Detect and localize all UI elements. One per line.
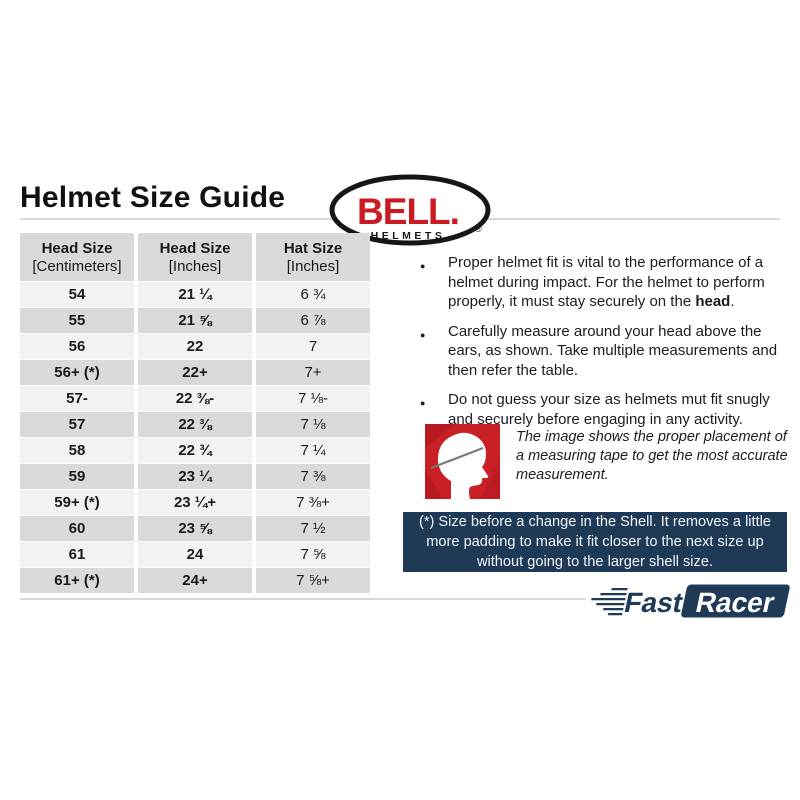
bullet-text: Do not guess your size as helmets mut fi… xyxy=(448,391,770,428)
table-cell: 7 ⅛- xyxy=(256,386,370,411)
table-cell: 59 xyxy=(20,464,134,489)
bell-registered-mark: ® xyxy=(475,224,482,234)
header-unit: [Centimeters] xyxy=(32,257,122,275)
table-cell: 56+ (*) xyxy=(20,360,134,385)
table-cell: 23 ¼+ xyxy=(138,490,252,515)
header-row: Head Size [Centimeters] Head Size [Inche… xyxy=(20,233,370,281)
table-cell: 60 xyxy=(20,516,134,541)
table-cell: 7 ⅜ xyxy=(256,464,370,489)
table-cell: 6 ¾ xyxy=(256,282,370,307)
table-cell: 24+ xyxy=(138,568,252,593)
table-cell: 21 ⅝ xyxy=(138,308,252,333)
table-cell: 22 ⅜ xyxy=(138,412,252,437)
header-label: Head Size xyxy=(41,239,113,257)
table-cell: 24 xyxy=(138,542,252,567)
table-row: 59+ (*) 23 ¼+ 7 ⅜+ xyxy=(20,490,370,515)
fastracer-logo: Fast Racer xyxy=(591,584,790,618)
header-label: Hat Size xyxy=(283,239,343,257)
fit-instructions-list: Proper helmet fit is vital to the perfor… xyxy=(403,253,795,439)
table-cell: 23 ¼ xyxy=(138,464,252,489)
table-cell: 7 ⅝ xyxy=(256,542,370,567)
table-cell: 59+ (*) xyxy=(20,490,134,515)
shading-shape xyxy=(481,458,500,499)
table-cell: 21 ¼ xyxy=(138,282,252,307)
table-cell: 22+ xyxy=(138,360,252,385)
speed-line xyxy=(607,613,623,616)
table-cell: 7 ⅝+ xyxy=(256,568,370,593)
table-cell: 22 xyxy=(138,334,252,359)
speed-line xyxy=(603,608,624,611)
bullet-bold-text: head xyxy=(695,293,731,310)
head-measurement-image xyxy=(425,424,500,499)
bell-helmets-text: HELMETS xyxy=(371,230,446,242)
header-unit: [Inches] xyxy=(286,257,340,275)
size-table-header: Head Size [Centimeters] Head Size [Inche… xyxy=(20,233,370,281)
list-item: Do not guess your size as helmets mut fi… xyxy=(403,390,795,429)
table-cell: 55 xyxy=(20,308,134,333)
bullet-text: Proper helmet fit is vital to the perfor… xyxy=(448,254,765,310)
table-cell: 7+ xyxy=(256,360,370,385)
table-cell: 22 ⅜- xyxy=(138,386,252,411)
head-silhouette xyxy=(437,432,489,499)
speed-line xyxy=(591,598,626,601)
bell-brand-text: BELL. xyxy=(357,191,459,232)
racer-box xyxy=(681,584,790,618)
table-cell: 6 ⅞ xyxy=(256,308,370,333)
table-cell: 7 xyxy=(256,334,370,359)
table-cell: 58 xyxy=(20,438,134,463)
speed-line xyxy=(611,588,628,591)
list-item: Carefully measure around your head above… xyxy=(403,322,795,381)
header-unit: [Inches] xyxy=(168,257,222,275)
column-header-head-size-in: Head Size [Inches] xyxy=(138,233,252,281)
table-row: 56 22 7 xyxy=(20,334,370,359)
bullet-text: Carefully measure around your head above… xyxy=(448,322,778,379)
bell-oval xyxy=(329,174,491,246)
table-row: 61 24 7 ⅝ xyxy=(20,542,370,567)
table-cell: 54 xyxy=(20,282,134,307)
page-title: Helmet Size Guide xyxy=(20,181,286,214)
bell-helmets-logo: BELL. ® HELMETS xyxy=(329,174,491,246)
list-item: Proper helmet fit is vital to the perfor… xyxy=(403,253,795,312)
table-cell: 7 ½ xyxy=(256,516,370,541)
shading-shape xyxy=(425,470,443,499)
measurement-caption: The image shows the proper placement of … xyxy=(516,429,788,483)
table-row: 61+ (*) 24+ 7 ⅝+ xyxy=(20,568,370,593)
table-cell: 23 ⅝ xyxy=(138,516,252,541)
table-row: 56+ (*) 22+ 7+ xyxy=(20,360,370,385)
table-cell: 57- xyxy=(20,386,134,411)
speed-line xyxy=(600,593,627,596)
shading-shape xyxy=(425,424,455,448)
column-header-head-size-cm: Head Size [Centimeters] xyxy=(20,233,134,281)
measuring-tape-line xyxy=(430,446,484,470)
table-cell: 7 ⅛ xyxy=(256,412,370,437)
column-header-hat-size: Hat Size [Inches] xyxy=(256,233,370,281)
table-cell: 57 xyxy=(20,412,134,437)
table-cell: 22 ¾ xyxy=(138,438,252,463)
size-table: Head Size [Centimeters] Head Size [Inche… xyxy=(16,232,374,594)
speed-line xyxy=(596,603,625,606)
table-row: 57- 22 ⅜- 7 ⅛- xyxy=(20,386,370,411)
fastracer-racer-text: Racer xyxy=(693,586,778,618)
header-label: Head Size xyxy=(159,239,231,257)
fastracer-fast-text: Fast xyxy=(622,586,687,618)
bullet-text: . xyxy=(730,293,735,310)
table-cell: 7 ⅜+ xyxy=(256,490,370,515)
table-cell: 7 ¼ xyxy=(256,438,370,463)
table-cell: 61+ (*) xyxy=(20,568,134,593)
divider-bottom xyxy=(20,598,586,600)
shell-note-box: (*) Size before a change in the Shell. I… xyxy=(403,512,787,572)
table-cell: 56 xyxy=(20,334,134,359)
table-cell: 61 xyxy=(20,542,134,567)
